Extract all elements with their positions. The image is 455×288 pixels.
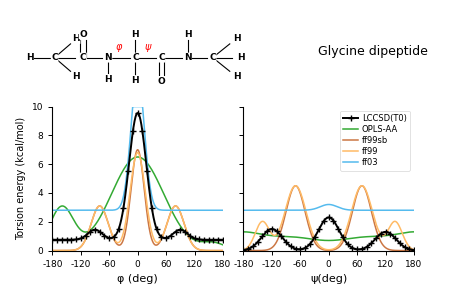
Text: C: C <box>51 53 58 62</box>
Text: H: H <box>233 72 240 81</box>
Text: H: H <box>104 75 112 84</box>
Text: H: H <box>72 35 80 43</box>
Text: O: O <box>157 77 166 86</box>
X-axis label: ψ(deg): ψ(deg) <box>310 274 347 284</box>
Text: H: H <box>131 76 139 85</box>
Text: N: N <box>184 53 192 62</box>
Y-axis label: Torsion energy (kcal/mol): Torsion energy (kcal/mol) <box>16 117 26 240</box>
Text: ψ: ψ <box>145 42 151 52</box>
Text: H: H <box>184 30 192 39</box>
X-axis label: φ (deg): φ (deg) <box>117 274 158 284</box>
Text: H: H <box>131 30 139 39</box>
Text: C: C <box>132 53 139 62</box>
Text: C: C <box>158 53 165 62</box>
Text: φ: φ <box>115 42 121 52</box>
Text: H: H <box>72 72 80 81</box>
Text: O: O <box>79 30 87 39</box>
Text: C: C <box>209 53 216 62</box>
Legend: LCCSD(T0), OPLS-AA, ff99sb, ff99, ff03: LCCSD(T0), OPLS-AA, ff99sb, ff99, ff03 <box>340 111 410 171</box>
Text: H: H <box>26 53 33 62</box>
Text: C: C <box>80 53 86 62</box>
Text: Glycine dipeptide: Glycine dipeptide <box>318 45 428 58</box>
Text: N: N <box>104 53 112 62</box>
Text: H: H <box>233 35 240 43</box>
Text: H: H <box>238 53 245 62</box>
